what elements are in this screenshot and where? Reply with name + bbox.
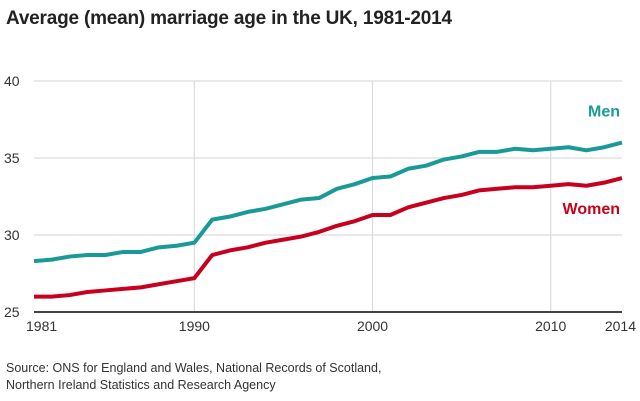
x-tick-label: 2000 <box>357 318 388 334</box>
legend-label-men: Men <box>588 104 620 121</box>
series-line-men <box>33 140 623 264</box>
source-line-2: Northern Ireland Statistics and Research… <box>6 378 276 392</box>
chart-title: Average (mean) marriage age in the UK, 1… <box>6 8 452 29</box>
y-tick-label: 40 <box>4 73 20 89</box>
legend-label-women: Women <box>563 201 620 218</box>
x-tick-label: 2010 <box>535 318 566 334</box>
y-tick-label: 35 <box>4 150 20 166</box>
y-tick-label: 25 <box>4 304 20 320</box>
source-line-1: Source: ONS for England and Wales, Natio… <box>6 361 382 375</box>
x-tick-label: 1981 <box>26 318 57 334</box>
x-tick-label: 1990 <box>179 318 210 334</box>
series-line-women <box>34 176 623 299</box>
source-note: Source: ONS for England and Wales, Natio… <box>6 360 381 394</box>
x-tick-label: 2014 <box>605 318 636 334</box>
y-tick-label: 30 <box>4 227 20 243</box>
